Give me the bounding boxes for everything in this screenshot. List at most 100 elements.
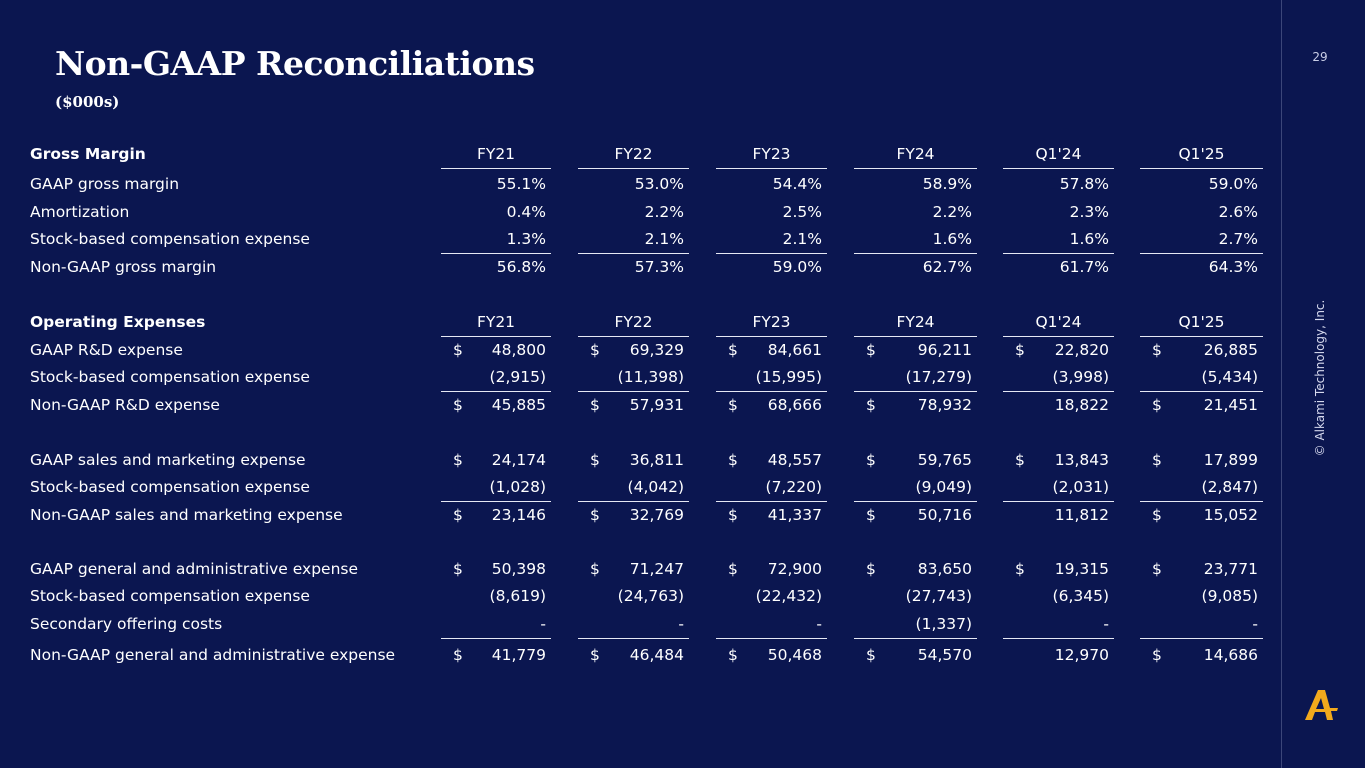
gm-stock-comp-cell: 2.1% xyxy=(716,227,827,254)
non-gaap-rd-expense-cell: $45,885 xyxy=(441,393,551,417)
cell-value: (6,345) xyxy=(1052,587,1109,605)
gaap-rd-expense-label: GAAP R&D expense xyxy=(30,341,183,359)
gross-margin-header-row: Gross Margin FY21 FY22 FY23 FY24 Q1'24 Q1'25 xyxy=(0,142,1280,169)
column-header: FY24 xyxy=(896,313,935,331)
ga-stock-comp-row: Stock-based compensation expense (8,619) (… xyxy=(0,584,1280,608)
cell-value: 15,052 xyxy=(1203,506,1258,524)
gm-stock-comp-row: Stock-based compensation expense 1.3% 2.1%… xyxy=(0,227,1280,254)
cell-value: 1.3% xyxy=(506,230,546,248)
cell-value: 56.8% xyxy=(496,258,546,276)
non-gaap-rd-expense-cell: $57,931 xyxy=(578,393,689,417)
cell-value: 50,468 xyxy=(767,646,822,664)
gross-margin-header-cell: Q1'25 xyxy=(1140,142,1263,169)
gaap-rd-expense-cell: $96,211 xyxy=(854,338,977,362)
dollar-sign: $ xyxy=(728,560,738,578)
gaap-rd-expense-cell: $48,800 xyxy=(441,338,551,362)
gaap-sm-expense-cell: $48,557 xyxy=(716,448,827,472)
dollar-sign: $ xyxy=(728,451,738,469)
non-gaap-gross-margin-label: Non-GAAP gross margin xyxy=(30,258,217,276)
ga-stock-comp-cell: (6,345) xyxy=(1003,584,1114,608)
cell-value: 46,484 xyxy=(629,646,684,664)
non-gaap-sm-expense-cell: $23,146 xyxy=(441,503,551,527)
gaap-sm-expense-cell: $24,174 xyxy=(441,448,551,472)
gaap-sm-expense-label: GAAP sales and marketing expense xyxy=(30,451,306,469)
non-gaap-rd-expense-cell: $78,932 xyxy=(854,393,977,417)
gm-stock-comp-cell: 1.6% xyxy=(1003,227,1114,254)
cell-value: (2,847) xyxy=(1201,478,1258,496)
cell-value: (24,763) xyxy=(617,587,684,605)
cell-value: 36,811 xyxy=(629,451,684,469)
operating-expenses-header-cell: FY24 xyxy=(854,310,977,337)
cell-value: 0.4% xyxy=(506,203,546,221)
operating-expenses-header-cell: Q1'24 xyxy=(1003,310,1114,337)
non-gaap-sm-expense-cell: $41,337 xyxy=(716,503,827,527)
cell-value: 23,146 xyxy=(491,506,546,524)
cell-value: 59.0% xyxy=(772,258,822,276)
cell-value: (1,337) xyxy=(915,615,972,633)
cell-value: 24,174 xyxy=(491,451,546,469)
cell-value: 18,822 xyxy=(1054,396,1109,414)
operating-expenses-header-cell: FY21 xyxy=(441,310,551,337)
cell-value: 23,771 xyxy=(1203,560,1258,578)
dollar-sign: $ xyxy=(1152,646,1162,664)
non-gaap-ga-expense-cell: 12,970 xyxy=(1003,643,1114,667)
gaap-rd-expense-row: GAAP R&D expense $48,800 $69,329 $84,661 $96… xyxy=(0,338,1280,362)
cell-value: 72,900 xyxy=(767,560,822,578)
amortization-row: Amortization 0.4% 2.2% 2.5% 2.2% 2.3% 2.6% xyxy=(0,200,1280,224)
cell-value: 59.0% xyxy=(1208,175,1258,193)
gaap-gross-margin-cell: 55.1% xyxy=(441,172,551,196)
non-gaap-gross-margin-row: Non-GAAP gross margin 56.8% 57.3% 59.0% 62.7… xyxy=(0,255,1280,279)
dollar-sign: $ xyxy=(453,560,463,578)
non-gaap-gross-margin-cell: 64.3% xyxy=(1140,255,1263,279)
cell-value: 57,931 xyxy=(629,396,684,414)
column-header: Q1'25 xyxy=(1178,145,1225,163)
non-gaap-gross-margin-cell: 56.8% xyxy=(441,255,551,279)
copyright-text: © Alkami Technology, Inc. xyxy=(1313,299,1327,457)
operating-expenses-header-cell: FY22 xyxy=(578,310,689,337)
cell-value: (5,434) xyxy=(1201,368,1258,386)
gaap-gross-margin-cell: 59.0% xyxy=(1140,172,1263,196)
cell-value: 69,329 xyxy=(629,341,684,359)
amortization-label: Amortization xyxy=(30,203,130,221)
rd-stock-comp-row: Stock-based compensation expense (2,915) (… xyxy=(0,365,1280,392)
sm-stock-comp-cell: (7,220) xyxy=(716,475,827,502)
dollar-sign: $ xyxy=(866,506,876,524)
column-header: FY23 xyxy=(752,313,791,331)
rd-stock-comp-cell: (5,434) xyxy=(1140,365,1263,392)
sm-stock-comp-cell: (9,049) xyxy=(854,475,977,502)
gaap-ga-expense-cell: $23,771 xyxy=(1140,557,1263,581)
dollar-sign: $ xyxy=(1015,341,1025,359)
non-gaap-ga-expense-cell: $14,686 xyxy=(1140,643,1263,667)
cell-value: 2.5% xyxy=(782,203,822,221)
dollar-sign: $ xyxy=(590,646,600,664)
cell-value: 50,398 xyxy=(491,560,546,578)
amortization-cell: 2.6% xyxy=(1140,200,1263,224)
dollar-sign: $ xyxy=(453,341,463,359)
non-gaap-sm-expense-row: Non-GAAP sales and marketing expense $23,… xyxy=(0,503,1280,527)
cell-value: 57.3% xyxy=(634,258,684,276)
cell-value: 21,451 xyxy=(1203,396,1258,414)
vertical-divider xyxy=(1281,0,1282,768)
cell-value: 2.1% xyxy=(644,230,684,248)
page-title: Non-GAAP Reconciliations xyxy=(55,44,535,83)
cell-value: 2.3% xyxy=(1069,203,1109,221)
gaap-rd-expense-cell: $84,661 xyxy=(716,338,827,362)
column-header: FY23 xyxy=(752,145,791,163)
sm-stock-comp-cell: (1,028) xyxy=(441,475,551,502)
gm-stock-comp-cell: 2.1% xyxy=(578,227,689,254)
cell-value: 2.7% xyxy=(1218,230,1258,248)
cell-value: 12,970 xyxy=(1054,646,1109,664)
cell-value: 84,661 xyxy=(767,341,822,359)
column-header: FY21 xyxy=(476,313,516,331)
dollar-sign: $ xyxy=(590,396,600,414)
gm-stock-comp-cell: 1.3% xyxy=(441,227,551,254)
secondary-offering-costs-cell: - xyxy=(578,612,689,639)
secondary-offering-costs-cell: - xyxy=(716,612,827,639)
cell-value: 45,885 xyxy=(491,396,546,414)
dollar-sign: $ xyxy=(1152,341,1162,359)
page-subtitle: ($000s) xyxy=(55,93,120,111)
cell-value: (17,279) xyxy=(905,368,972,386)
gross-margin-header-cell: FY24 xyxy=(854,142,977,169)
cell-value: 2.6% xyxy=(1218,203,1258,221)
non-gaap-rd-expense-label: Non-GAAP R&D expense xyxy=(30,396,220,414)
